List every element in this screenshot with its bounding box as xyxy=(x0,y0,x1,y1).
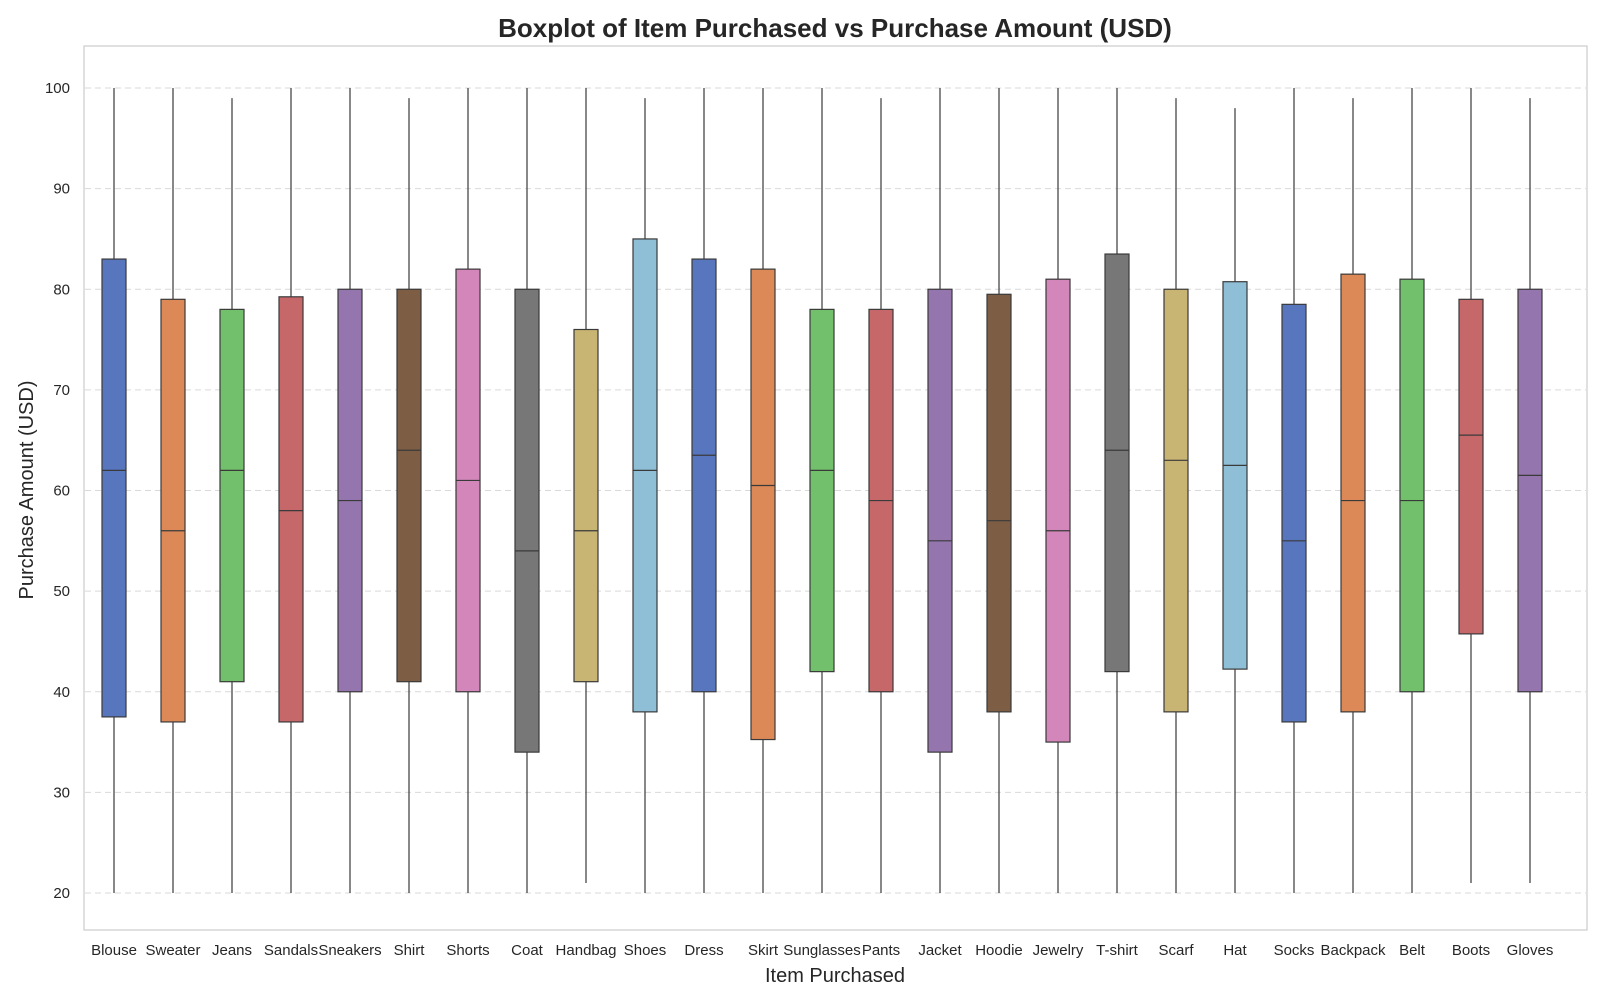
iqr-box xyxy=(986,293,1012,713)
iqr-box xyxy=(337,288,363,693)
x-tick-label: Hat xyxy=(1223,942,1247,959)
box-dress xyxy=(691,88,717,893)
grid-lines xyxy=(85,87,1586,894)
box-backpack xyxy=(1340,98,1366,893)
x-tick-label: Hoodie xyxy=(975,942,1023,959)
iqr-box xyxy=(1104,253,1130,673)
x-tick-label: Coat xyxy=(511,942,544,959)
x-tick-label: Jacket xyxy=(918,942,962,959)
x-tick-label: Sweater xyxy=(145,942,200,959)
boxes-layer xyxy=(101,88,1543,893)
box-belt xyxy=(1399,88,1425,893)
x-tick-label: Gloves xyxy=(1507,942,1554,959)
box-gloves xyxy=(1517,98,1543,883)
x-tick-label: Handbag xyxy=(556,942,617,959)
y-tick-label: 100 xyxy=(45,80,70,97)
x-tick-label: Pants xyxy=(862,942,900,959)
iqr-box xyxy=(219,308,245,683)
iqr-box xyxy=(750,268,776,741)
iqr-box xyxy=(809,308,835,673)
x-tick-label: Skirt xyxy=(748,942,779,959)
box-hoodie xyxy=(986,88,1012,893)
box-sneakers xyxy=(337,88,363,893)
y-tick-label: 90 xyxy=(53,181,70,198)
x-tick-label: Shorts xyxy=(446,942,489,959)
box-hat xyxy=(1222,108,1248,893)
iqr-box xyxy=(1045,278,1071,743)
box-jewelry xyxy=(1045,88,1071,893)
y-tick-label: 60 xyxy=(53,483,70,500)
x-tick-label: Shoes xyxy=(624,942,667,959)
iqr-box xyxy=(1517,288,1543,693)
y-tick-label: 80 xyxy=(53,281,70,298)
x-tick-label: Sneakers xyxy=(318,942,381,959)
box-sandals xyxy=(278,88,304,893)
box-pants xyxy=(868,98,894,893)
x-tick-label: Belt xyxy=(1399,942,1426,959)
x-tick-label: Sunglasses xyxy=(783,942,861,959)
x-tick-label: Blouse xyxy=(91,942,137,959)
box-boots xyxy=(1458,88,1484,883)
box-t-shirt xyxy=(1104,88,1130,893)
x-tick-label: Sandals xyxy=(264,942,318,959)
box-shirt xyxy=(396,98,422,893)
box-coat xyxy=(514,88,540,893)
iqr-box xyxy=(632,238,658,713)
iqr-box xyxy=(160,298,186,723)
iqr-box xyxy=(1281,303,1307,723)
y-tick-label: 70 xyxy=(53,382,70,399)
x-axis-label: Item Purchased xyxy=(765,965,905,987)
y-tick-labels: 20 30 40 50 60 70 80 90 100 xyxy=(45,80,70,902)
box-jacket xyxy=(927,88,953,893)
iqr-box xyxy=(278,296,304,723)
iqr-box xyxy=(101,258,127,718)
box-scarf xyxy=(1163,98,1189,893)
y-tick-label: 40 xyxy=(53,684,70,701)
x-tick-label: Scarf xyxy=(1158,942,1194,959)
x-tick-labels: Blouse Sweater Jeans Sandals Sneakers Shirt Sh… xyxy=(91,942,1553,959)
box-sunglasses xyxy=(809,88,835,893)
box-handbag xyxy=(573,88,599,883)
x-tick-label: Jewelry xyxy=(1033,942,1084,959)
iqr-box xyxy=(1399,278,1425,693)
plot-frame xyxy=(83,45,1588,931)
box-blouse xyxy=(101,88,127,893)
iqr-box xyxy=(691,258,717,693)
box-socks xyxy=(1281,88,1307,893)
x-tick-label: Shirt xyxy=(394,942,426,959)
iqr-box xyxy=(927,288,953,753)
iqr-box xyxy=(1458,298,1484,635)
box-jeans xyxy=(219,98,245,893)
iqr-box xyxy=(1163,288,1189,713)
y-tick-label: 30 xyxy=(53,784,70,801)
x-tick-label: Boots xyxy=(1452,942,1490,959)
box-shorts xyxy=(455,88,481,893)
x-tick-label: Dress xyxy=(684,942,723,959)
iqr-box xyxy=(396,288,422,683)
y-axis-label: Purchase Amount (USD) xyxy=(16,381,38,600)
box-sweater xyxy=(160,88,186,893)
box-shoes xyxy=(632,98,658,893)
x-tick-label: Jeans xyxy=(212,942,252,959)
y-tick-label: 20 xyxy=(53,885,70,902)
x-tick-label: Socks xyxy=(1274,942,1315,959)
y-tick-label: 50 xyxy=(53,583,70,600)
x-tick-label: Backpack xyxy=(1320,942,1386,959)
iqr-box xyxy=(573,328,599,683)
iqr-box xyxy=(514,288,540,753)
iqr-box xyxy=(1340,273,1366,713)
iqr-box xyxy=(1222,281,1248,670)
x-tick-label: T-shirt xyxy=(1096,942,1139,959)
chart-title: Boxplot of Item Purchased vs Purchase Am… xyxy=(498,13,1172,43)
box-skirt xyxy=(750,88,776,893)
